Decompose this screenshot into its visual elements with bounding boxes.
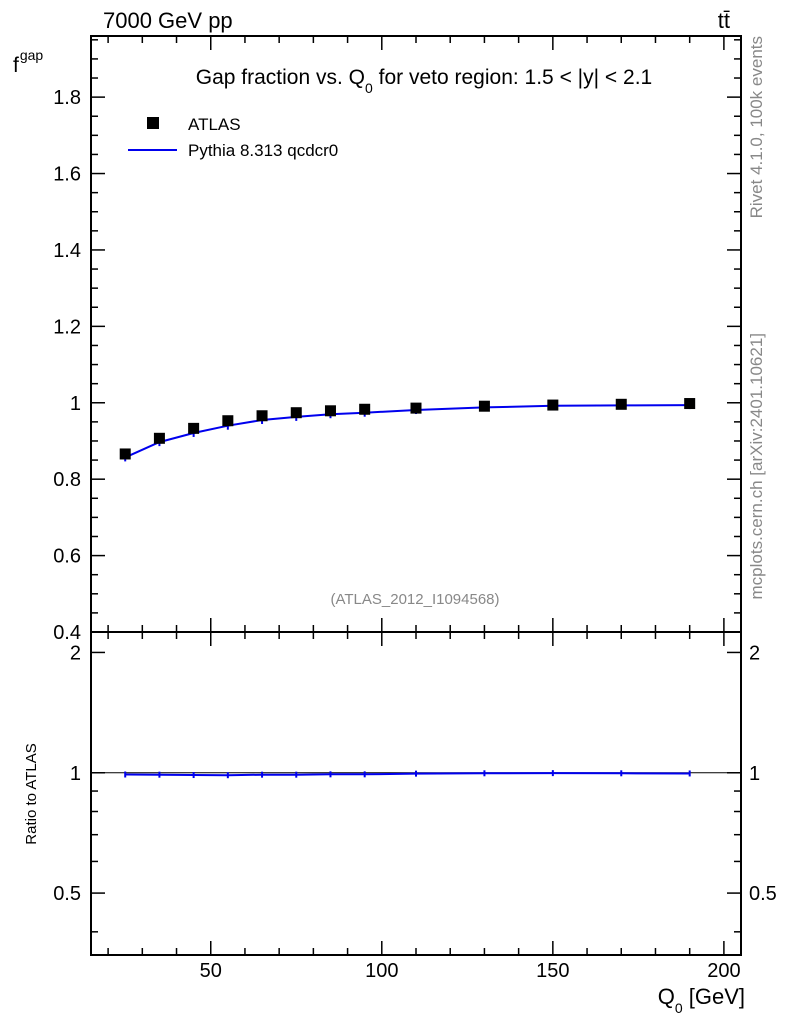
main-y-tick-label: 1.4: [53, 240, 81, 262]
atlas-data-point: [410, 402, 422, 414]
legend: ATLAS Pythia 8.313 qcdcr0: [128, 115, 338, 160]
atlas-data-point: [359, 403, 371, 415]
ratio-plot-frame: [90, 631, 742, 956]
x-tick-label: 50: [200, 960, 222, 982]
chart-title: Gap fraction vs. Q0 for veto region: 1.5…: [196, 66, 652, 96]
x-axis-label: Q0 [GeV]: [658, 984, 745, 1016]
ratio-y-tick-label-right: 2: [749, 642, 760, 664]
main-series: [119, 398, 696, 462]
analysis-id-label: (ATLAS_2012_I1094568): [330, 591, 499, 608]
x-tick-label: 150: [536, 960, 569, 982]
ratio-axes: 50 100 150 200 0.5 0.5 1 1 2 2: [53, 632, 777, 982]
atlas-data-point: [256, 410, 268, 422]
ratio-y-tick-label-right: 1: [749, 763, 760, 785]
atlas-data-point: [684, 398, 696, 410]
main-y-tick-label: 0.8: [53, 469, 81, 491]
ratio-y-tick-label-right: 0.5: [749, 883, 777, 905]
main-y-tick-label: 0.4: [53, 622, 81, 644]
main-y-tick-label: 1: [70, 393, 81, 415]
main-y-tick-label: 0.6: [53, 546, 81, 568]
ratio-y-axis-label: Ratio to ATLAS: [23, 743, 40, 844]
atlas-data-point: [547, 399, 559, 411]
main-axes: 0.4 0.6 0.8 1 1.2 1.4 1.6 1.8: [53, 36, 741, 644]
legend-atlas-marker: [147, 117, 159, 129]
atlas-data-point: [290, 407, 302, 419]
atlas-data-point: [153, 432, 165, 444]
pythia-curve: [124, 404, 690, 459]
energy-label: 7000 GeV pp: [103, 8, 233, 33]
ratio-pythia-curve: [125, 772, 690, 777]
atlas-data-point: [188, 422, 200, 434]
mcplots-label: mcplots.cern.ch [arXiv:2401.10621]: [747, 333, 766, 599]
rivet-version-label: Rivet 4.1.0, 100k events: [747, 36, 766, 218]
x-tick-label: 100: [365, 960, 398, 982]
atlas-data-point: [615, 398, 627, 410]
atlas-data-point: [478, 400, 490, 412]
process-label: tt̄: [718, 8, 730, 33]
y-axis-label-main: fgap: [13, 47, 43, 77]
legend-atlas-label: ATLAS: [188, 115, 241, 134]
atlas-data-point: [324, 405, 336, 417]
legend-pythia-label: Pythia 8.313 qcdcr0: [188, 141, 338, 160]
atlas-data-point: [119, 448, 131, 460]
main-y-tick-label: 1.2: [53, 316, 81, 338]
ratio-y-tick-label: 0.5: [53, 883, 81, 905]
ratio-y-tick-label: 2: [70, 642, 81, 664]
x-tick-label: 200: [707, 960, 740, 982]
main-y-tick-label: 1.8: [53, 87, 81, 109]
main-y-tick-label: 1.6: [53, 164, 81, 186]
ratio-y-tick-label: 1: [70, 763, 81, 785]
ratio-series: [124, 770, 691, 779]
atlas-data-point: [222, 415, 234, 427]
